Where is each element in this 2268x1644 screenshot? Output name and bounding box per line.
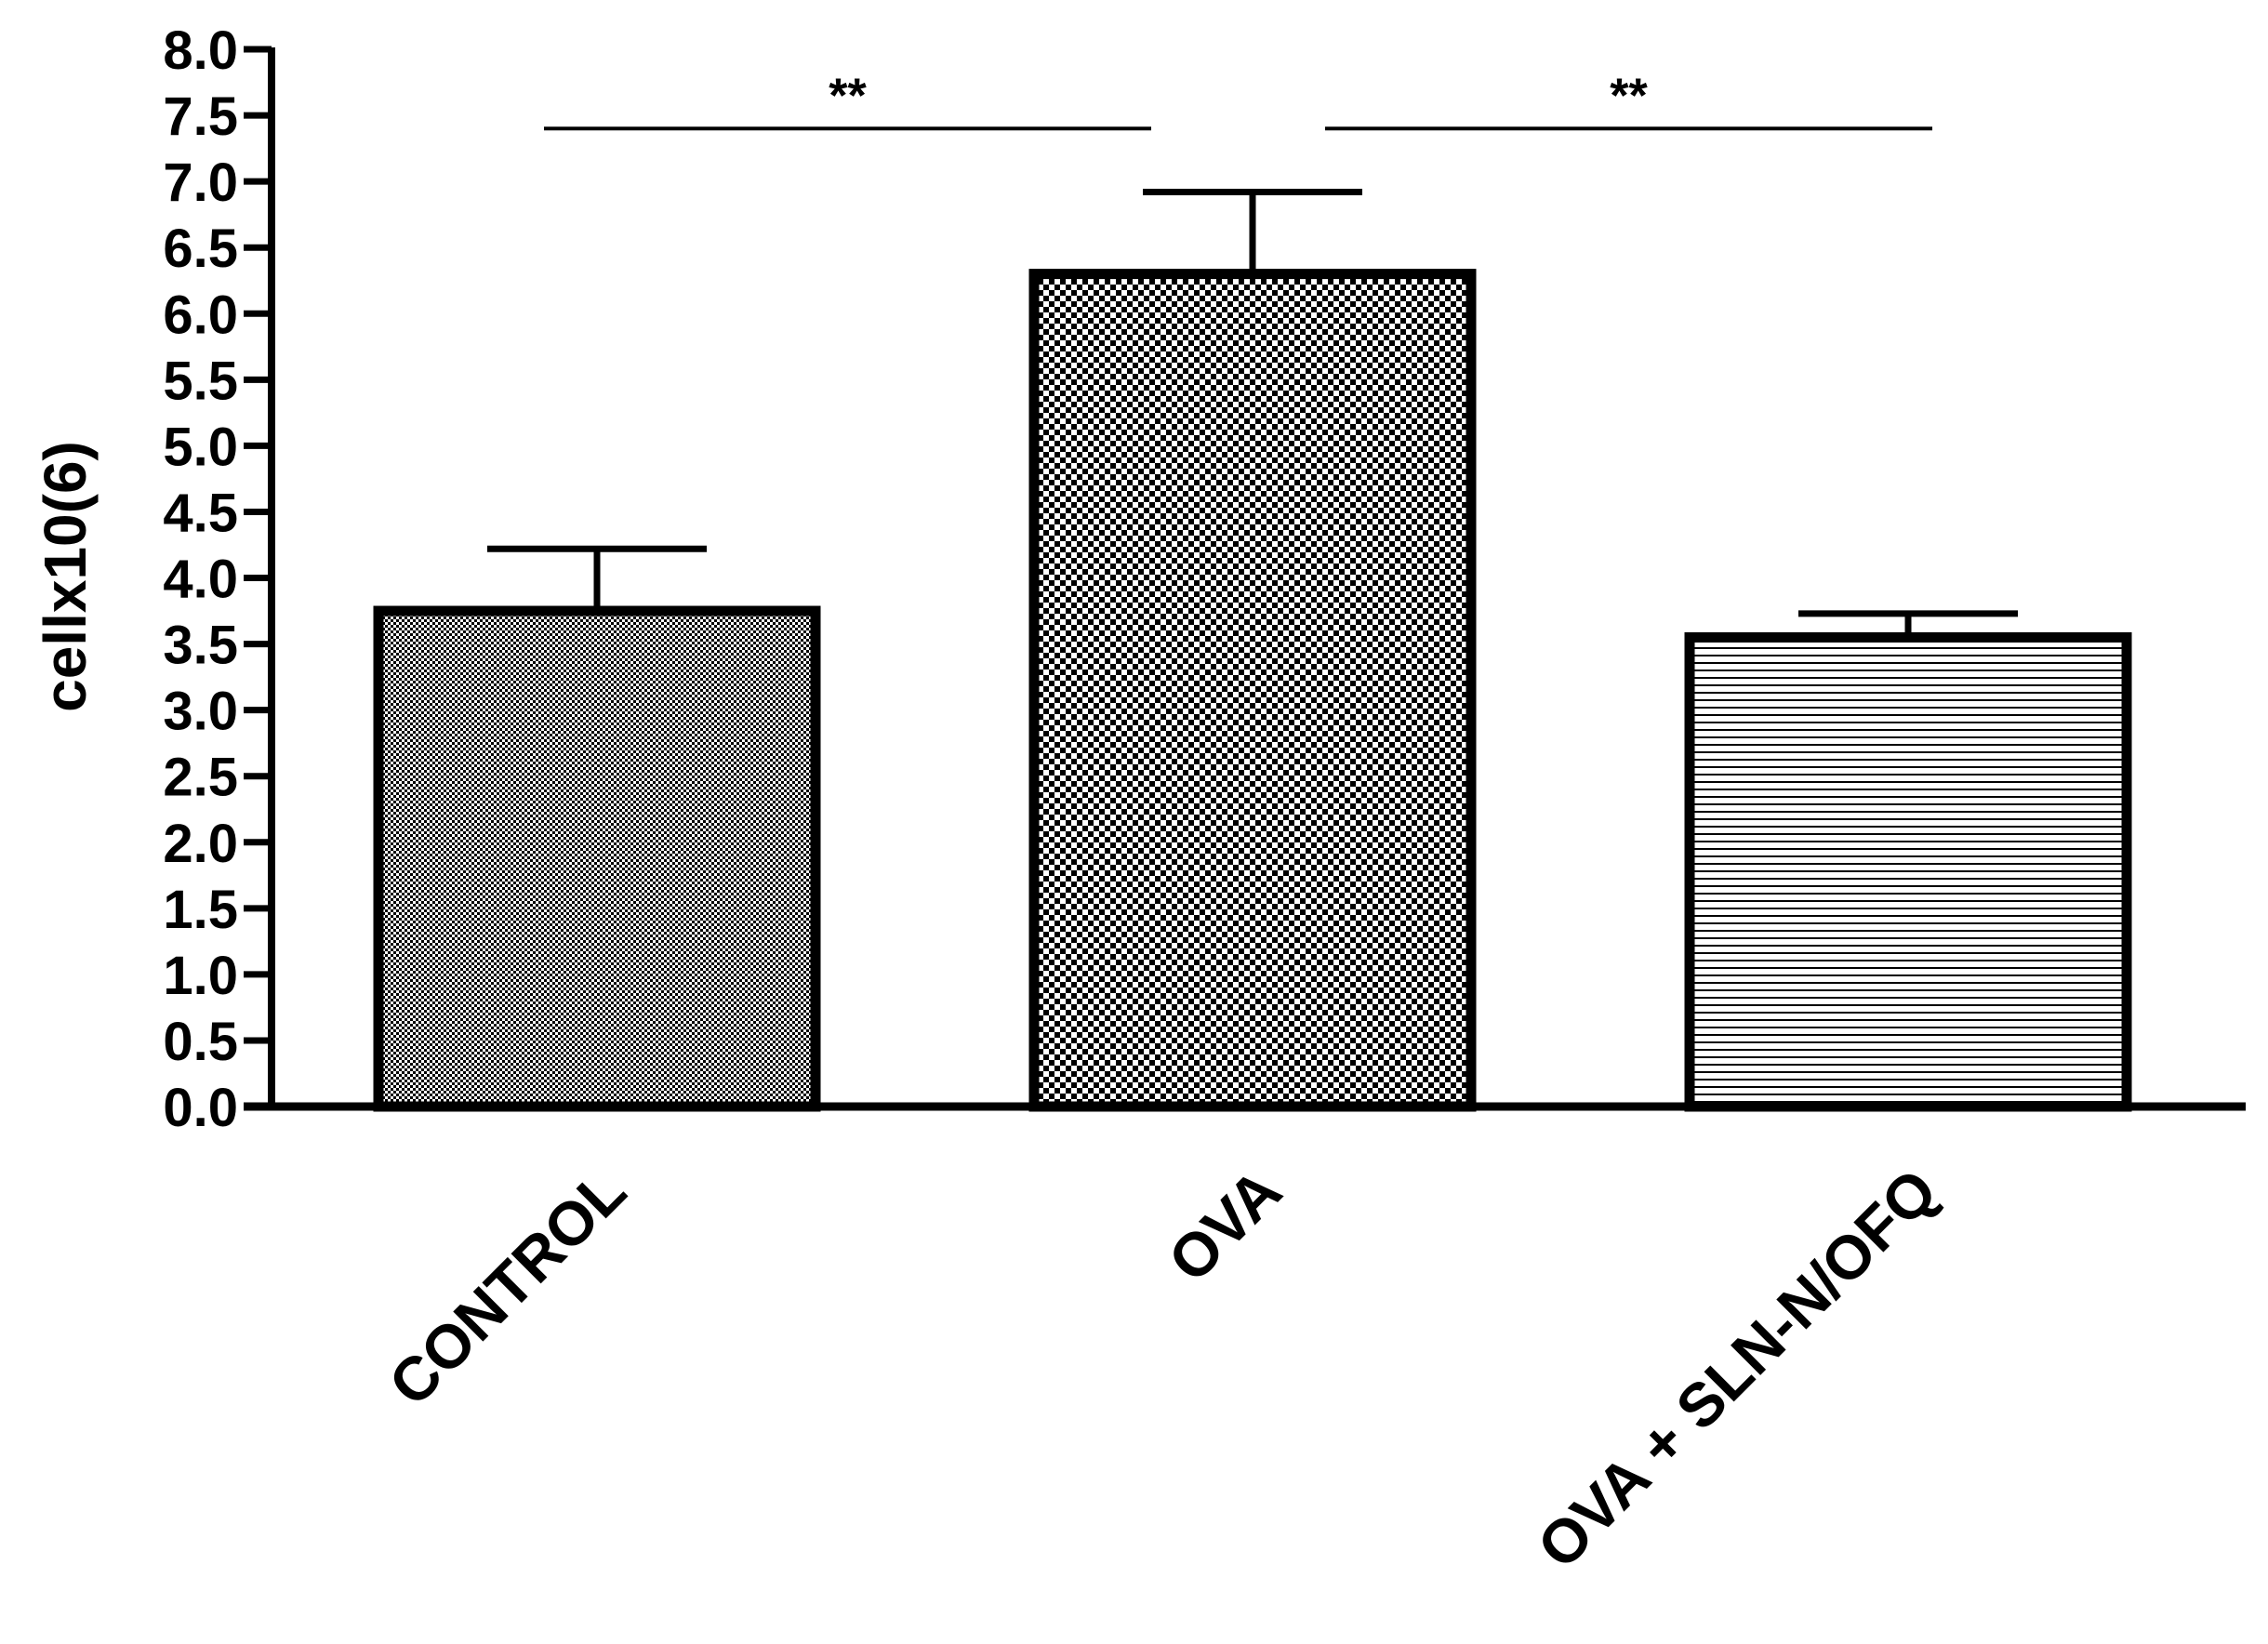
x-tick-label: CONTROL (376, 1156, 639, 1419)
significance-label: ** (1610, 69, 1648, 123)
x-tick-label: OVA + SLN-N/OFQ (1524, 1156, 1950, 1582)
y-tick-label: 2.0 (163, 814, 238, 874)
bar-ova-sln-n-ofq (1684, 631, 2132, 1112)
y-tick-label: 6.0 (163, 285, 238, 345)
x-tick-label: OVA (1155, 1156, 1294, 1295)
y-tick-label: 7.5 (163, 86, 238, 147)
y-tick-label: 4.0 (163, 550, 238, 610)
y-tick-label: 3.5 (163, 616, 238, 676)
y-tick-label: 0.5 (163, 1012, 238, 1072)
significance-label: ** (829, 69, 867, 123)
y-tick-label: 3.0 (163, 682, 238, 742)
y-tick-label: 6.5 (163, 219, 238, 279)
bar-control (373, 605, 821, 1112)
y-tick-label: 1.5 (163, 880, 238, 940)
significance-annotations: ** ** (544, 69, 1932, 131)
y-tick-label: 4.5 (163, 483, 238, 543)
y-tick-label: 0.0 (163, 1078, 238, 1138)
y-tick-label: 2.5 (163, 748, 238, 808)
y-tick-label: 5.5 (163, 351, 238, 411)
bar-ova (1028, 269, 1477, 1112)
y-tick-label: 7.0 (163, 152, 238, 213)
y-tick-label: 5.0 (163, 417, 238, 477)
y-axis-label: cellx10(6) (32, 441, 99, 712)
bars (373, 269, 2132, 1112)
axis-labels: cellx10(6) (32, 441, 99, 712)
y-tick-label: 8.0 (163, 20, 238, 81)
y-tick-label: 1.0 (163, 946, 238, 1006)
